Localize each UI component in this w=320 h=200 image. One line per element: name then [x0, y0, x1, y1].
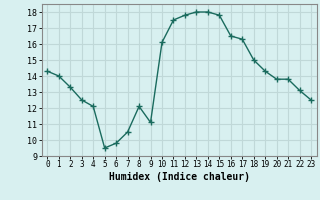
- X-axis label: Humidex (Indice chaleur): Humidex (Indice chaleur): [109, 172, 250, 182]
